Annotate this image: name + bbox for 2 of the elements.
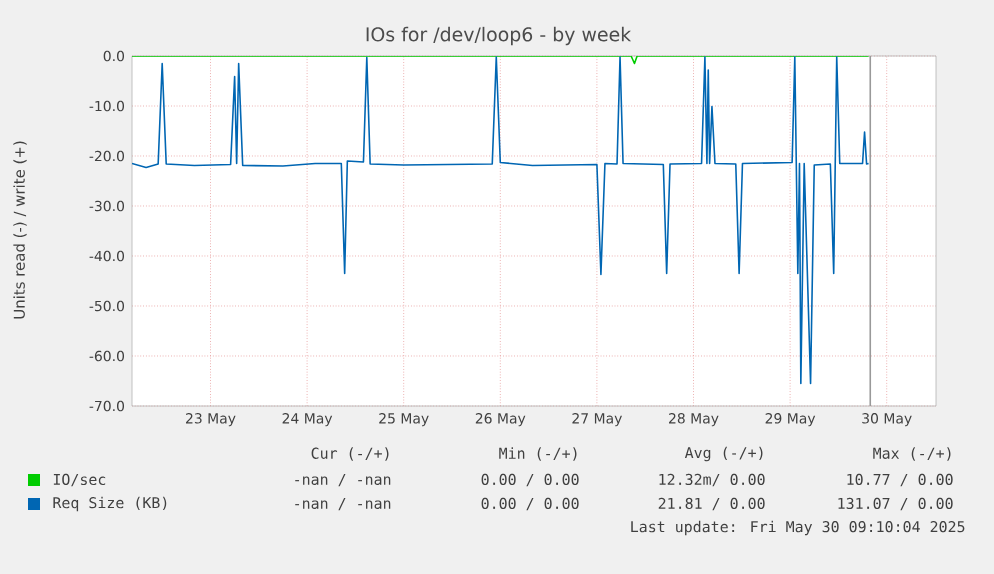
line-series (132, 56, 870, 385)
chart-title: IOs for /dev/loop6 - by week (366, 26, 632, 46)
